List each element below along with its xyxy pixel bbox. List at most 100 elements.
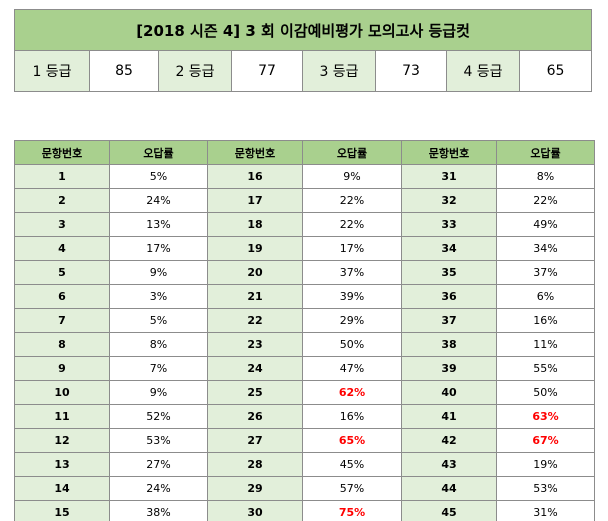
error-rate-value: 22% bbox=[496, 188, 595, 213]
error-rate-value: 39% bbox=[302, 284, 402, 309]
error-rate-value: 31% bbox=[496, 500, 595, 521]
header-error-rate: 오답률 bbox=[496, 140, 595, 165]
question-number: 42 bbox=[401, 428, 497, 453]
error-rate-value: 37% bbox=[302, 260, 402, 285]
question-number: 8 bbox=[14, 332, 110, 357]
question-number: 36 bbox=[401, 284, 497, 309]
header-question-number: 문항번호 bbox=[401, 140, 497, 165]
error-rate-value: 22% bbox=[302, 188, 402, 213]
error-rate-value: 9% bbox=[109, 380, 208, 405]
table-row: 5 9% 20 37% 35 37% bbox=[14, 260, 595, 285]
error-rate-value: 24% bbox=[109, 188, 208, 213]
page-title: [2018 시즌 4] 3 회 이감예비평가 모의고사 등급컷 bbox=[13, 9, 593, 51]
error-rate-value: 52% bbox=[109, 404, 208, 429]
question-number: 35 bbox=[401, 260, 497, 285]
error-rate-value: 11% bbox=[496, 332, 595, 357]
question-number: 10 bbox=[14, 380, 110, 405]
question-number: 11 bbox=[14, 404, 110, 429]
question-number: 5 bbox=[14, 260, 110, 285]
error-rate-value: 8% bbox=[109, 332, 208, 357]
error-rate-value: 27% bbox=[109, 452, 208, 477]
table-row: 11 52% 26 16% 41 63% bbox=[14, 404, 595, 429]
error-rate-value: 17% bbox=[302, 236, 402, 261]
question-number: 29 bbox=[207, 476, 303, 501]
question-number: 4 bbox=[14, 236, 110, 261]
error-rate-value: 19% bbox=[496, 452, 595, 477]
error-rate-value-high: 75% bbox=[302, 500, 402, 521]
question-number: 37 bbox=[401, 308, 497, 333]
question-number: 43 bbox=[401, 452, 497, 477]
error-rate-value: 6% bbox=[496, 284, 595, 309]
grade-1-label: 1 등급 bbox=[14, 50, 90, 92]
question-number: 39 bbox=[401, 356, 497, 381]
table-row: 7 5% 22 29% 37 16% bbox=[14, 308, 595, 333]
table-row: 10 9% 25 62% 40 50% bbox=[14, 380, 595, 405]
error-rate-value: 16% bbox=[302, 404, 402, 429]
question-number: 41 bbox=[401, 404, 497, 429]
error-rate-value: 57% bbox=[302, 476, 402, 501]
error-rate-value: 29% bbox=[302, 308, 402, 333]
error-rate-value-high: 62% bbox=[302, 380, 402, 405]
error-rate-table: 문항번호 오답률 문항번호 오답률 문항번호 오답률 1 5% 16 9% 31 8% 2 2… bbox=[14, 140, 595, 521]
question-number: 44 bbox=[401, 476, 497, 501]
error-rate-value: 47% bbox=[302, 356, 402, 381]
question-number: 12 bbox=[14, 428, 110, 453]
error-rate-value: 49% bbox=[496, 212, 595, 237]
question-number: 45 bbox=[401, 500, 497, 521]
question-number: 7 bbox=[14, 308, 110, 333]
error-rate-value: 7% bbox=[109, 356, 208, 381]
error-rate-value: 17% bbox=[109, 236, 208, 261]
question-number: 24 bbox=[207, 356, 303, 381]
table-row: 14 24% 29 57% 44 53% bbox=[14, 476, 595, 501]
question-number: 14 bbox=[14, 476, 110, 501]
error-rate-value: 53% bbox=[496, 476, 595, 501]
error-rate-value: 9% bbox=[302, 164, 402, 189]
error-rate-value: 9% bbox=[109, 260, 208, 285]
error-rate-value: 45% bbox=[302, 452, 402, 477]
question-number: 38 bbox=[401, 332, 497, 357]
error-rate-value-high: 65% bbox=[302, 428, 402, 453]
error-rate-value: 53% bbox=[109, 428, 208, 453]
table-row: 2 24% 17 22% 32 22% bbox=[14, 188, 595, 213]
question-number: 33 bbox=[401, 212, 497, 237]
grade-1-score: 85 bbox=[89, 50, 159, 92]
question-number: 25 bbox=[207, 380, 303, 405]
error-rate-value: 3% bbox=[109, 284, 208, 309]
grade-2-score: 77 bbox=[231, 50, 303, 92]
header-error-rate: 오답률 bbox=[302, 140, 402, 165]
error-rate-value: 16% bbox=[496, 308, 595, 333]
question-number: 2 bbox=[14, 188, 110, 213]
table-row: 1 5% 16 9% 31 8% bbox=[14, 164, 595, 189]
question-number: 34 bbox=[401, 236, 497, 261]
question-number: 17 bbox=[207, 188, 303, 213]
question-number: 26 bbox=[207, 404, 303, 429]
table-row: 8 8% 23 50% 38 11% bbox=[14, 332, 595, 357]
error-rate-value: 22% bbox=[302, 212, 402, 237]
error-rate-value: 5% bbox=[109, 308, 208, 333]
question-number: 23 bbox=[207, 332, 303, 357]
question-number: 40 bbox=[401, 380, 497, 405]
error-rate-value: 34% bbox=[496, 236, 595, 261]
error-rate-body: 1 5% 16 9% 31 8% 2 24% 17 22% 32 22% 3 13% 18 22% 33 49% 4… bbox=[14, 164, 595, 521]
header-question-number: 문항번호 bbox=[14, 140, 110, 165]
question-number: 3 bbox=[14, 212, 110, 237]
question-number: 16 bbox=[207, 164, 303, 189]
question-number: 30 bbox=[207, 500, 303, 521]
question-number: 18 bbox=[207, 212, 303, 237]
error-rate-value: 8% bbox=[496, 164, 595, 189]
question-number: 27 bbox=[207, 428, 303, 453]
error-rate-value: 50% bbox=[302, 332, 402, 357]
grade-2-label: 2 등급 bbox=[158, 50, 232, 92]
table-row: 13 27% 28 45% 43 19% bbox=[14, 452, 595, 477]
grade-4-label: 4 등급 bbox=[446, 50, 520, 92]
error-rate-header-row: 문항번호 오답률 문항번호 오답률 문항번호 오답률 bbox=[14, 140, 595, 165]
table-row: 15 38% 30 75% 45 31% bbox=[14, 500, 595, 521]
grade-3-label: 3 등급 bbox=[302, 50, 376, 92]
question-number: 1 bbox=[14, 164, 110, 189]
question-number: 32 bbox=[401, 188, 497, 213]
question-number: 9 bbox=[14, 356, 110, 381]
question-number: 6 bbox=[14, 284, 110, 309]
question-number: 31 bbox=[401, 164, 497, 189]
question-number: 15 bbox=[14, 500, 110, 521]
